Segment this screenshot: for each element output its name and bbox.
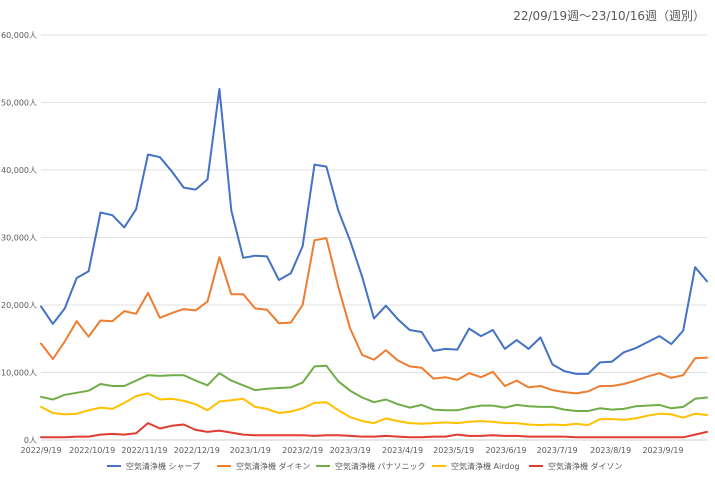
x-tick-label: 2023/4/19 <box>382 446 423 455</box>
y-tick-label: 30,000人 <box>1 234 37 243</box>
series-line-1 <box>40 88 708 375</box>
series-lines <box>40 88 708 439</box>
x-tick-label: 2023/3/19 <box>330 446 371 455</box>
x-tick-label: 2022/9/19 <box>20 446 61 455</box>
x-tick-label: 2023/5/19 <box>433 446 474 455</box>
legend-label: 空気清浄機 ダイキン <box>236 461 310 471</box>
series-line-2 <box>40 237 708 395</box>
x-tick-label: 2023/7/19 <box>537 446 578 455</box>
y-tick-label: 20,000人 <box>1 301 37 310</box>
x-tick-label: 2022/10/19 <box>69 446 115 455</box>
legend-label: 空気清浄機 ダイソン <box>548 461 623 471</box>
legend-label: 空気清浄機 パナソニック <box>335 461 426 471</box>
x-tick-label: 2023/1/19 <box>230 446 271 455</box>
x-tick-label: 2022/11/19 <box>121 446 167 455</box>
x-tick-label: 2023/2/19 <box>282 446 323 455</box>
x-tick-label: 2023/6/19 <box>485 446 526 455</box>
x-tick-label: 2023/8/19 <box>590 446 631 455</box>
x-tick-label: 2023/9/19 <box>642 446 683 455</box>
legend: 空気清浄機 シャープ 空気清浄機 ダイキン 空気清浄機 パナソニック 空気清浄機 Ai… <box>107 461 623 471</box>
y-tick-label: 10,000人 <box>1 369 37 378</box>
chart-title: 22/09/19週～23/10/16週（週別） <box>513 9 705 23</box>
x-tick-label: 2022/12/19 <box>174 446 220 455</box>
y-axis-tick-labels: 0人 10,000人 20,000人 30,000人 40,000人 50,000人 60,… <box>1 31 37 445</box>
y-tick-label: 50,000人 <box>1 99 37 108</box>
x-axis-tick-labels: 2022/9/19 2022/10/19 2022/11/19 2022/12/19 2… <box>20 446 683 455</box>
y-tick-label: 40,000人 <box>1 166 37 175</box>
y-tick-label: 60,000人 <box>1 31 37 40</box>
y-tick-label: 0人 <box>24 436 37 445</box>
series-line-5 <box>40 422 708 439</box>
series-line-4 <box>40 392 708 427</box>
legend-label: 空気清浄機 シャープ <box>126 461 200 471</box>
series-line-3 <box>40 364 708 412</box>
gridlines <box>41 34 707 441</box>
legend-label: 空気清浄機 Airdog <box>451 461 519 471</box>
